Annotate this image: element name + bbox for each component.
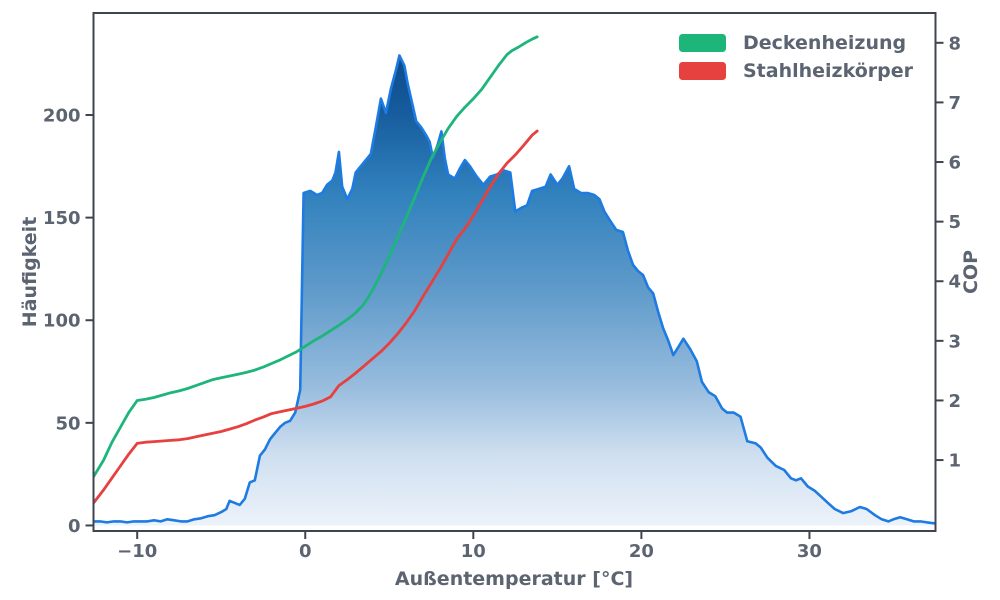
legend: Deckenheizung Stahlheizkörper	[679, 32, 914, 82]
y-right-tick-label: 4	[949, 272, 962, 293]
cop-line-series	[93, 35, 539, 505]
y-right-tick-label: 3	[949, 331, 962, 352]
y-right-tick-label: 1	[949, 451, 962, 472]
y-right-tick-label: 5	[949, 212, 962, 233]
histogram-series	[93, 54, 936, 526]
y-axis-label-left: Häufigkeit	[19, 217, 41, 328]
axis-ticks: −10 0 10 20 30 0 50 100 150 200 1 2 3 4 5 6 7 8	[43, 33, 961, 562]
y-right-tick-label: 6	[949, 153, 962, 174]
cop-line-stahlheizkoerper	[93, 129, 539, 505]
y-left-tick-label: 200	[43, 105, 81, 126]
legend-swatch-deckenheizung	[679, 34, 726, 52]
cop-line-deckenheizung	[93, 35, 539, 479]
y-left-tick-label: 150	[43, 208, 81, 229]
y-left-tick-label: 50	[55, 413, 80, 434]
y-right-tick-label: 8	[949, 33, 962, 54]
x-tick-label: −10	[117, 541, 157, 562]
axes-frame	[92, 12, 937, 532]
legend-label-stahlheizkoerper: Stahlheizkörper	[743, 60, 914, 82]
y-axis-label-right: COP	[960, 250, 982, 294]
legend-item-deckenheizung: Deckenheizung	[679, 32, 913, 54]
y-left-tick-label: 0	[68, 516, 81, 537]
x-tick-label: 20	[629, 541, 654, 562]
x-tick-label: 0	[299, 541, 312, 562]
legend-label-deckenheizung: Deckenheizung	[743, 32, 907, 54]
y-right-tick-label: 7	[949, 93, 962, 114]
x-axis-label: Außentemperatur [°C]	[395, 568, 633, 590]
histogram-fill	[93, 55, 936, 526]
legend-item-stahlheizkoerper: Stahlheizkörper	[679, 60, 914, 82]
plot-area: −10 0 10 20 30 0 50 100 150 200 1 2 3 4 5 6 7 8	[43, 12, 961, 562]
y-right-tick-label: 2	[949, 391, 962, 412]
x-tick-label: 10	[461, 541, 486, 562]
legend-swatch-stahlheizkoerper	[679, 62, 726, 80]
x-tick-label: 30	[797, 541, 822, 562]
y-left-tick-label: 100	[43, 311, 81, 332]
histogram-outline	[93, 54, 936, 525]
